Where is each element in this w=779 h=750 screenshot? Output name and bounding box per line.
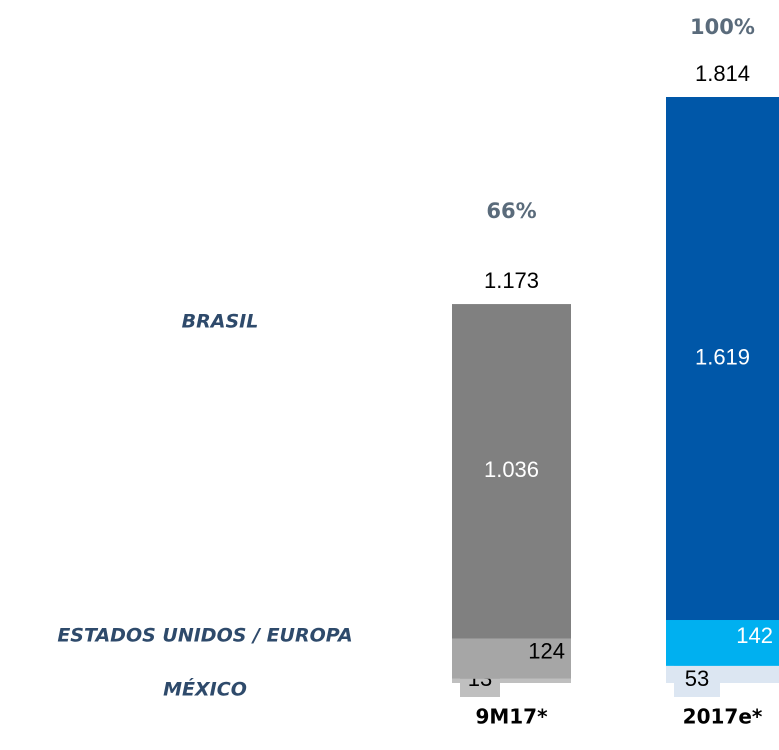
value-label-box bbox=[674, 661, 720, 697]
value-label: 1.036 bbox=[484, 457, 539, 482]
bar-segment bbox=[452, 678, 571, 683]
legend-label: MÉXICO bbox=[163, 678, 247, 701]
total-label: 1.173 bbox=[484, 268, 539, 293]
bar-segment bbox=[666, 620, 779, 666]
bar-segment bbox=[666, 97, 779, 621]
value-label: 53 bbox=[685, 666, 709, 691]
bar-segment bbox=[452, 304, 571, 639]
category-label: 9M17* bbox=[475, 705, 548, 729]
total-label: 1.814 bbox=[695, 61, 750, 86]
legend-label: BRASIL bbox=[182, 311, 259, 333]
value-label: 142 bbox=[736, 623, 773, 648]
bar-segment bbox=[452, 638, 571, 679]
value-label: 1.619 bbox=[695, 344, 750, 369]
value-label: 124 bbox=[528, 639, 565, 664]
category-label: 2017e* bbox=[683, 705, 763, 729]
share-label: 100% bbox=[690, 15, 755, 39]
legend-label: ESTADOS UNIDOS / EUROPA bbox=[57, 625, 352, 647]
share-label: 66% bbox=[486, 199, 536, 223]
